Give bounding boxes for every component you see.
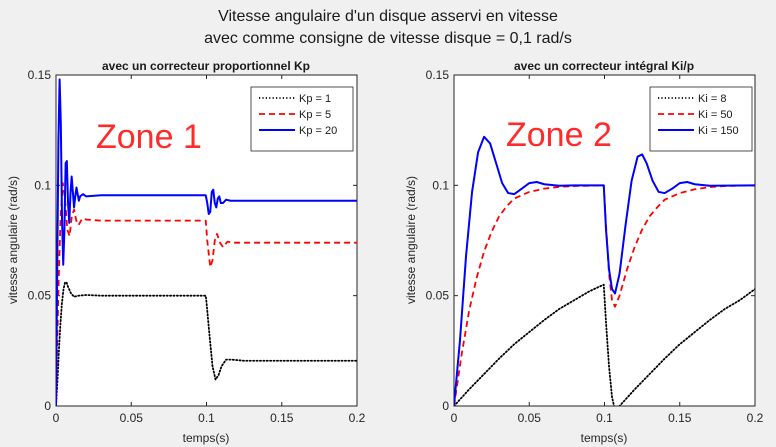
zone-annotation: Zone 1 bbox=[96, 118, 202, 156]
legend-label: Kp = 5 bbox=[299, 109, 331, 121]
x-tick-label: 0.15 bbox=[270, 411, 294, 425]
legend-label: Ki = 150 bbox=[698, 125, 739, 137]
x-tick-label: 0.05 bbox=[518, 411, 542, 425]
y-tick-label: 0 bbox=[442, 399, 449, 413]
figure-title-line-2: avec comme consigne de vitesse disque = … bbox=[204, 30, 572, 47]
y-tick-label: 0.05 bbox=[28, 289, 52, 303]
x-tick-label: 0.1 bbox=[596, 411, 613, 425]
x-tick-label: 0.2 bbox=[747, 411, 764, 425]
x-tick-label: 0.1 bbox=[198, 411, 215, 425]
y-tick-label: 0.1 bbox=[432, 178, 449, 192]
series-line-kp-1 bbox=[56, 281, 357, 406]
series-line-kp-20 bbox=[56, 78, 357, 406]
y-tick-label: 0.1 bbox=[34, 178, 51, 192]
figure-title-line-1: Vitesse angulaire d'un disque asservi en… bbox=[218, 8, 558, 25]
x-tick-label: 0 bbox=[451, 411, 458, 425]
y-tick-label: 0.15 bbox=[28, 68, 52, 82]
y-tick-label: 0.05 bbox=[426, 289, 450, 303]
series-line-ki-150 bbox=[454, 135, 755, 406]
y-axis-label: vitesse angulaire (rad/s) bbox=[6, 176, 20, 304]
y-axis-label: vitesse angulaire (rad/s) bbox=[404, 176, 418, 304]
y-tick-label: 0.15 bbox=[426, 68, 450, 82]
legend: Kp = 1 Kp = 5 Kp = 20 bbox=[250, 86, 354, 152]
chart-panel-kp: avec un correcteur proportionnel Kp temp… bbox=[6, 59, 366, 445]
chart-panel-ki: avec un correcteur intégral Ki/p temps(s… bbox=[404, 59, 764, 445]
x-tick-label: 0 bbox=[53, 411, 60, 425]
legend-label: Kp = 20 bbox=[299, 125, 337, 137]
x-axis-label: temps(s) bbox=[183, 431, 230, 445]
x-tick-label: 0.15 bbox=[668, 411, 692, 425]
legend-label: Ki = 8 bbox=[698, 93, 726, 105]
y-tick-label: 0 bbox=[44, 399, 51, 413]
x-tick-label: 0.05 bbox=[120, 411, 144, 425]
legend-label: Kp = 1 bbox=[299, 93, 331, 105]
subplot-title: avec un correcteur intégral Ki/p bbox=[514, 59, 694, 73]
x-axis-label: temps(s) bbox=[581, 431, 628, 445]
subplot-title: avec un correcteur proportionnel Kp bbox=[102, 59, 310, 73]
zone-annotation: Zone 2 bbox=[506, 116, 612, 154]
x-tick-label: 0.2 bbox=[349, 411, 366, 425]
legend-label: Ki = 50 bbox=[698, 109, 733, 121]
series-line-ki-8 bbox=[454, 283, 755, 406]
legend: Ki = 8 Ki = 50 Ki = 150 bbox=[649, 86, 753, 152]
